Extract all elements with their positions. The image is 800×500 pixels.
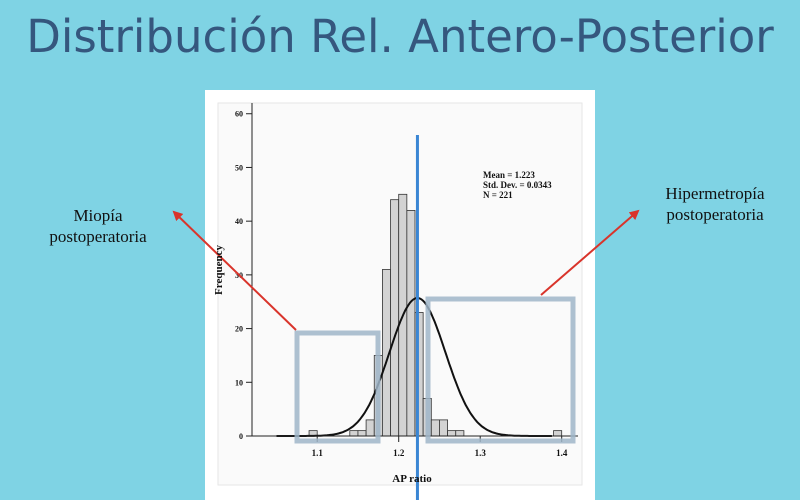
myopia-label: Miopía postoperatoria	[28, 205, 168, 247]
histogram-bar	[447, 430, 457, 437]
hyperopia-arrow	[540, 209, 640, 296]
slide-title: Distribución Rel. Antero-Posterior	[26, 10, 774, 63]
x-tick-label: 1.4	[556, 448, 568, 458]
myopia-label-line1: Miopía	[73, 206, 123, 225]
stats-mean: Mean = 1.223	[483, 170, 535, 180]
histogram-bar	[357, 430, 367, 437]
axes: 01020304050601.11.21.31.4	[235, 103, 578, 458]
x-tick-label: 1.1	[312, 448, 324, 458]
y-tick-label: 20	[235, 325, 243, 334]
histogram-bar	[390, 199, 400, 437]
histogram-bar	[430, 419, 440, 437]
stats-n: N = 221	[483, 190, 513, 200]
histogram-bar	[365, 419, 375, 437]
x-tick-label: 1.3	[475, 448, 487, 458]
hyperopia-label-line1: Hipermetropía	[665, 184, 765, 203]
hyperopia-label: Hipermetropía postoperatoria	[640, 183, 790, 225]
histogram-bar	[406, 210, 416, 437]
myopia-label-line2: postoperatoria	[49, 227, 147, 246]
hyperopia-highlight-box	[425, 296, 576, 444]
myopia-arrow	[172, 210, 297, 331]
myopia-highlight-box	[294, 330, 381, 444]
x-axis-label: AP ratio	[392, 473, 432, 485]
y-tick-label: 60	[235, 110, 243, 119]
histogram-bar	[553, 430, 563, 437]
y-tick-label: 40	[235, 217, 243, 226]
stats-std-dev: Std. Dev. = 0.0343	[483, 180, 552, 190]
histogram-bar	[439, 419, 449, 437]
histogram-bar	[455, 430, 465, 437]
x-tick-label: 1.2	[393, 448, 405, 458]
y-tick-label: 0	[239, 432, 243, 441]
y-tick-label: 50	[235, 163, 243, 172]
y-tick-label: 10	[235, 378, 243, 387]
y-axis-label: Frequency	[213, 245, 225, 295]
histogram-bar	[349, 430, 359, 437]
hyperopia-label-line2: postoperatoria	[666, 205, 764, 224]
